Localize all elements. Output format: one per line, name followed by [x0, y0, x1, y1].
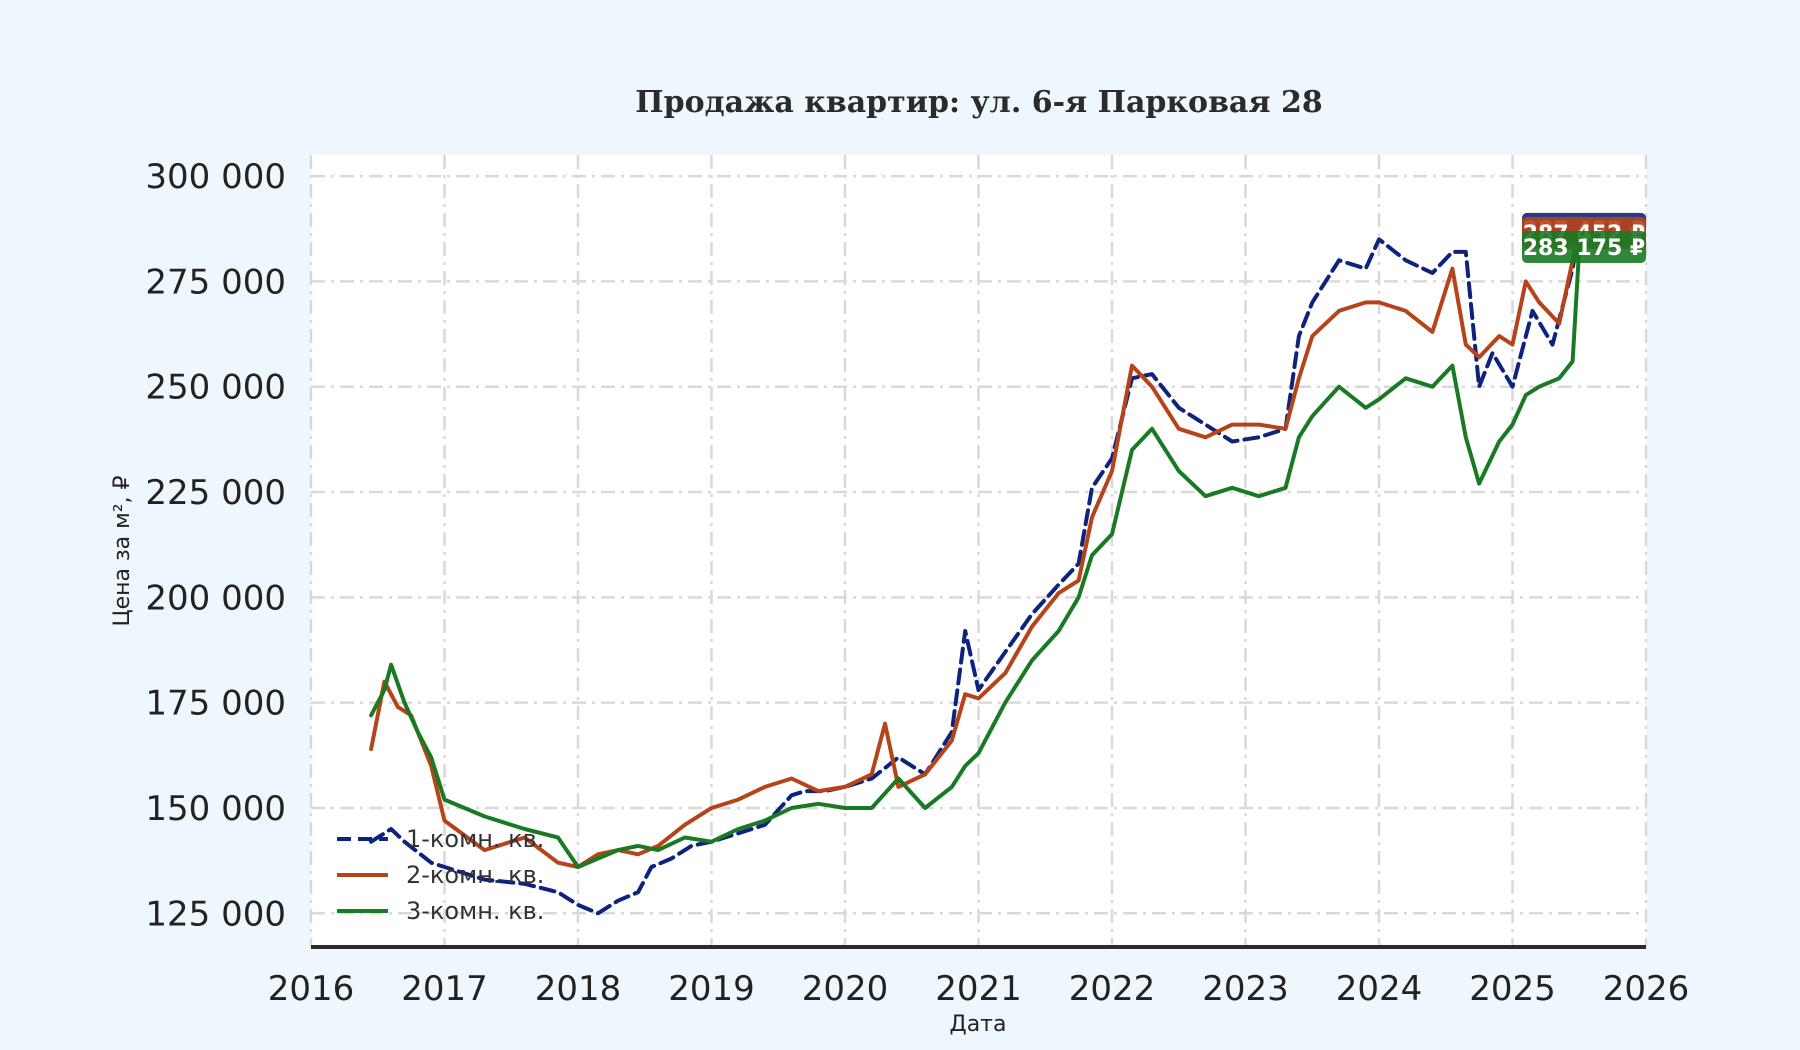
legend-label: 2-комн. кв.	[406, 861, 544, 889]
badge-text: 283 175 ₽	[1523, 236, 1645, 261]
y-tick-label-250000: 250 000	[145, 368, 286, 408]
y-tick-label-275000: 275 000	[145, 262, 286, 302]
x-axis-label: Дата	[950, 1012, 1007, 1037]
y-tick-label-150000: 150 000	[145, 789, 286, 829]
y-axis-ticks: 125 000 150 000 175 000 200 000 225 000 250 0…	[145, 157, 286, 934]
chart-title: Продажа квартир: ул. 6-я Парковая 28	[635, 85, 1322, 120]
legend-label: 1-комн. кв.	[406, 825, 544, 853]
legend-item-3-room: 3-комн. кв.	[337, 897, 544, 925]
series-layer	[369, 226, 1582, 916]
series-line-1-room	[369, 226, 1582, 916]
legend-label: 3-комн. кв.	[406, 897, 544, 925]
legend: 1-комн. кв. 2-комн. кв. 3-комн. кв.	[337, 825, 544, 925]
x-tick-label-2026: 2026	[1603, 969, 1690, 1009]
x-tick-label-2017: 2017	[401, 969, 488, 1009]
x-tick-label-2018: 2018	[535, 969, 622, 1009]
x-tick-label-2019: 2019	[668, 969, 755, 1009]
x-tick-label-2024: 2024	[1336, 969, 1423, 1009]
series-line-3-room	[369, 244, 1582, 869]
y-tick-label-200000: 200 000	[145, 578, 286, 618]
y-axis-label: Цена за м², ₽	[110, 475, 135, 626]
badge-background	[1522, 230, 1646, 263]
x-tick-label-2022: 2022	[1069, 969, 1156, 1009]
y-tick-label-225000: 225 000	[145, 473, 286, 513]
y-tick-label-300000: 300 000	[145, 157, 286, 197]
legend-item-1-room: 1-комн. кв.	[337, 825, 544, 853]
y-tick-label-175000: 175 000	[145, 684, 286, 724]
x-axis-ticks: 2016 2017 2018 2019 2020 2021 2022 2023 2024 2025…	[268, 969, 1690, 1009]
last-value-badges: 287 452 ₽287 452 ₽283 175 ₽	[1522, 212, 1646, 263]
x-tick-label-2016: 2016	[268, 969, 355, 1009]
x-tick-label-2020: 2020	[802, 969, 889, 1009]
y-tick-label-125000: 125 000	[145, 894, 286, 934]
x-tick-label-2023: 2023	[1202, 969, 1289, 1009]
last-value-badge-3-room: 283 175 ₽	[1522, 230, 1646, 263]
legend-item-2-room: 2-комн. кв.	[337, 861, 544, 889]
x-tick-label-2025: 2025	[1469, 969, 1556, 1009]
grid	[309, 155, 1648, 947]
x-tick-label-2021: 2021	[935, 969, 1022, 1009]
